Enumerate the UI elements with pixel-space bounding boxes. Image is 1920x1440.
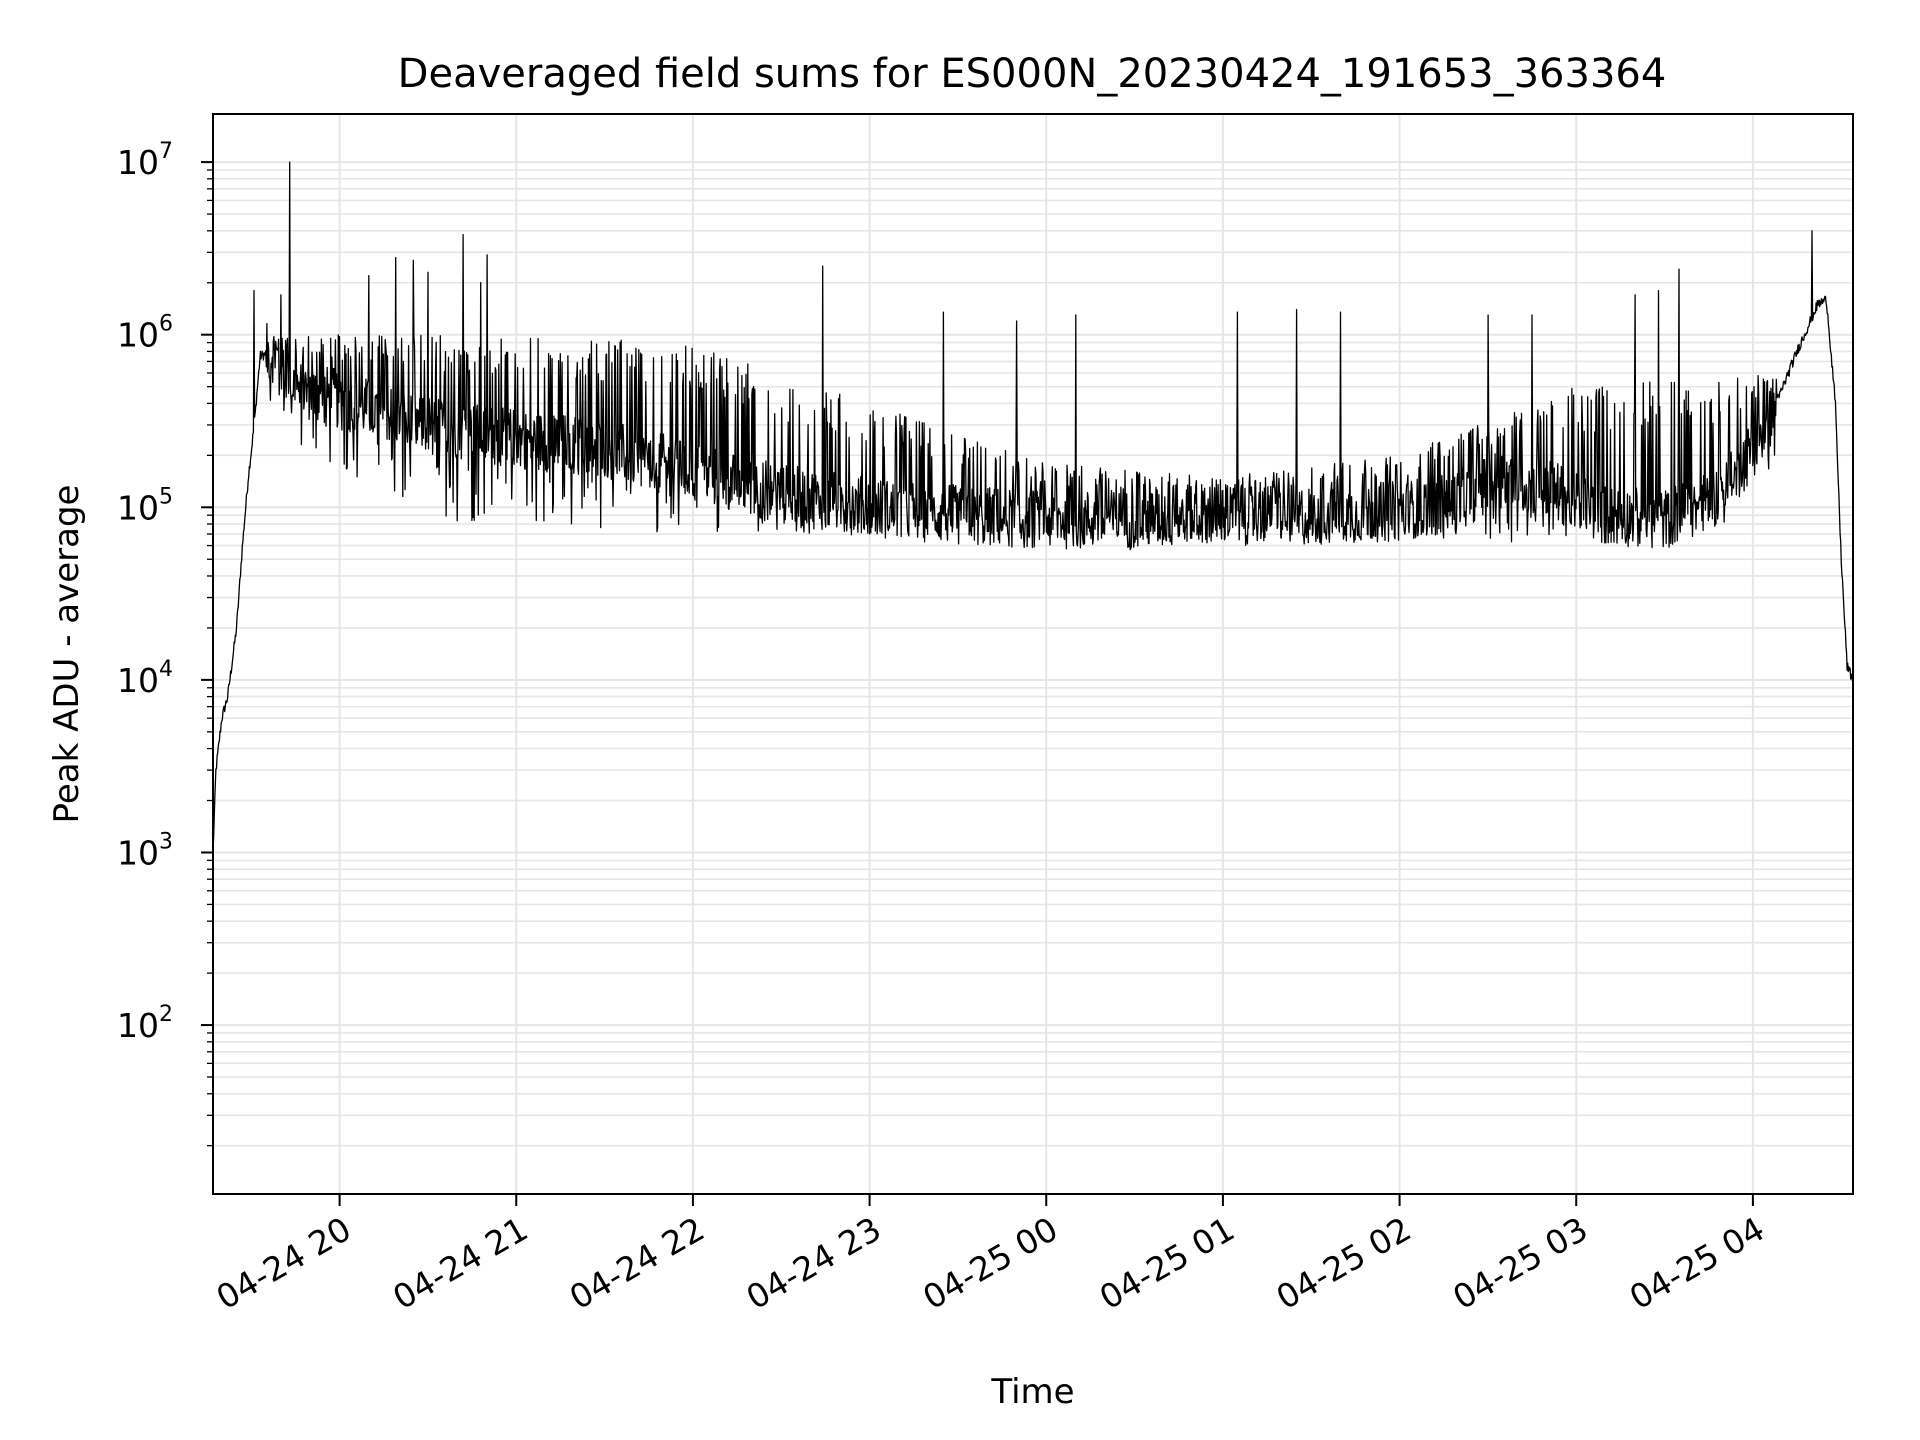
y-axis-label: Peak ADU - average	[47, 485, 87, 824]
y-tick-label: 102	[117, 1002, 173, 1045]
y-tick-label: 105	[117, 484, 173, 527]
plot-frame	[212, 113, 1854, 1195]
plot-area	[212, 113, 1854, 1195]
x-axis-label: Time	[990, 1372, 1074, 1412]
y-tick-label: 103	[117, 829, 173, 872]
series-line	[212, 161, 1854, 851]
y-axis: 102 103 104 105 106 107	[117, 139, 213, 1147]
y-tick-label: 107	[117, 139, 173, 182]
y-tick-label: 106	[117, 312, 173, 355]
plot-background	[213, 114, 1853, 1194]
chart-title: Deaveraged field sums for ES000N_2023042…	[398, 51, 1667, 97]
y-tick-label: 104	[117, 657, 173, 700]
